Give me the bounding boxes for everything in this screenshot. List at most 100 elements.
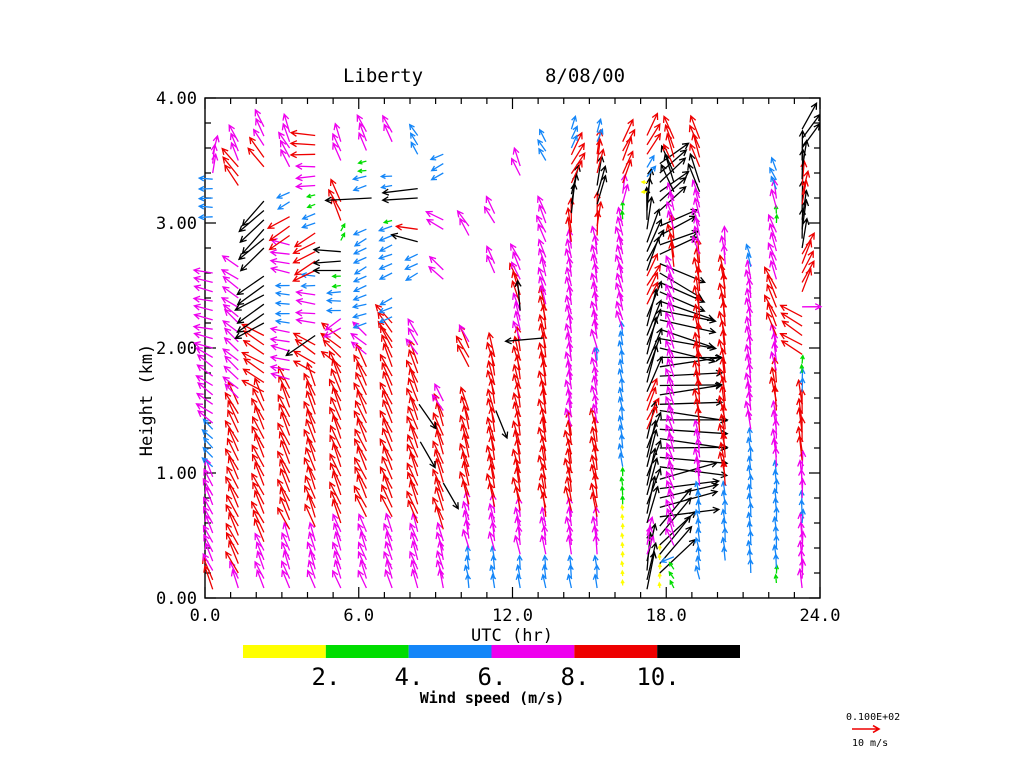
wind-vector [442,482,459,510]
wind-vector [251,453,265,477]
wind-vector [717,254,726,280]
wind-vector [620,494,625,505]
wind-vector [537,370,547,396]
wind-vector [485,341,496,367]
wind-vector [238,210,265,233]
wind-vector [564,266,573,287]
wind-vector [225,503,239,527]
wind-vector [614,254,624,274]
wind-vector [457,343,470,368]
wind-vector [512,363,521,389]
wind-vector [487,502,496,523]
wind-vector [717,394,726,421]
wind-vector [619,485,625,495]
wind-vector [236,313,265,334]
wind-vector [769,259,778,280]
wind-vector [197,203,213,210]
wind-vector [354,437,367,461]
wind-vector [779,304,803,318]
wind-vector [277,506,291,530]
wind-vector [410,568,419,589]
wind-vector [352,322,367,330]
wind-vector [202,552,214,571]
wind-vector [564,407,573,427]
wind-vector [646,308,662,346]
wind-vector [203,496,214,515]
wind-vector [352,247,367,255]
wind-vector [354,493,367,518]
wind-vector [351,175,367,182]
wind-vector [379,465,393,489]
reference-arrow-legend: 0.100E+02 10 m/s [846,712,900,749]
wind-vector [689,142,701,168]
wind-vector [418,403,437,430]
wind-vector [380,493,393,518]
wind-vector [461,500,470,521]
wind-vector [252,481,265,505]
wind-vector [570,114,578,130]
wind-vector [195,392,214,405]
wind-vector [590,244,598,264]
wind-vector [744,343,752,364]
wind-vector [278,430,291,455]
wind-vector [192,323,213,331]
wind-vector [511,448,521,474]
wind-vector [383,550,393,570]
wind-vector [721,545,728,561]
wind-vector [383,123,393,143]
wind-vector [312,259,341,267]
wind-vector [294,182,316,190]
wind-vector [277,450,291,474]
wind-vector [665,223,675,249]
wind-vector [380,334,393,358]
wind-vector [485,444,496,470]
wind-vector [351,303,367,310]
wind-vector [486,331,496,357]
wind-vector [588,407,598,433]
wind-vector [241,200,265,227]
wind-vector [619,476,625,486]
wind-vector [565,369,574,390]
wind-vector [252,415,265,439]
wind-vector [293,260,316,276]
reference-arrow [852,724,881,734]
wind-vector [237,238,265,261]
wind-vector [382,114,393,133]
wind-vector [384,512,393,532]
wind-vector [378,272,393,280]
wind-vector [374,303,393,324]
wind-vector [269,364,290,372]
wind-vector [693,215,701,236]
wind-vector [666,357,675,378]
wind-vector [228,123,239,143]
wind-vector [665,507,675,528]
wind-vector [570,134,578,149]
wind-vector [660,163,675,193]
wind-vector [659,236,698,255]
wind-vector [306,569,316,589]
wind-vector [669,579,675,589]
wind-vector [407,327,419,346]
wind-vector [665,255,675,274]
wind-vector [657,543,662,551]
wind-vector [390,232,418,243]
y-tick-label: 3.00 [156,214,197,234]
wind-vector [353,354,367,377]
y-tick-label: 4.00 [156,89,197,109]
tick-marks [204,97,821,599]
wind-vector [694,508,701,524]
wind-vector [281,569,291,589]
wind-vector [357,541,367,561]
wind-vector [665,451,675,471]
wind-vector [329,396,342,421]
wind-vector [511,345,521,371]
wind-vector [225,475,239,499]
wind-vector [192,275,213,284]
wind-vector [234,294,265,311]
wind-vector [659,149,688,174]
wind-vector [687,162,701,193]
wind-vector [277,478,291,502]
wind-vector [646,467,662,505]
wind-vector [332,141,342,161]
x-tick-label: 24.0 [800,606,841,626]
